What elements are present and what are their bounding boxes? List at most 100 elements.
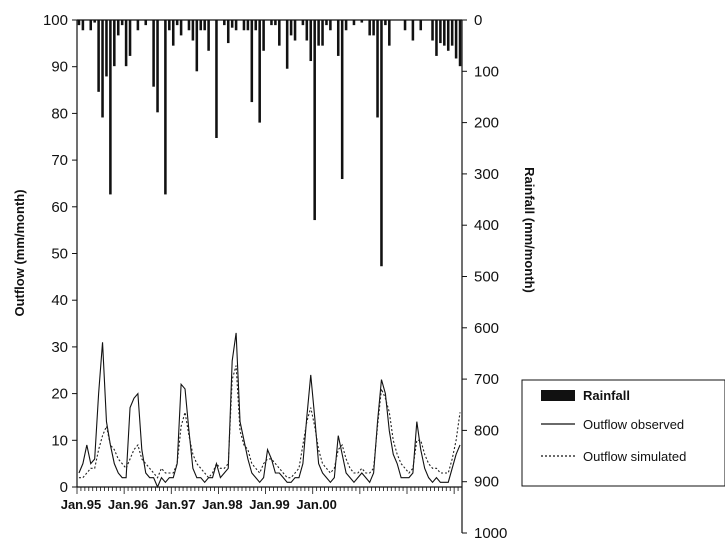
rainfall-bar	[171, 20, 175, 46]
legend: Rainfall Outflow observed Outflow simula…	[521, 379, 725, 487]
rainfall-bar	[419, 20, 423, 31]
left-y-ticks: 0 10 20 30 40 50 60 70 80 90 100	[43, 12, 77, 496]
rainfall-bar	[168, 20, 171, 31]
outflow-observed-line	[78, 332, 461, 489]
left-y-tick-label: 0	[60, 479, 68, 496]
right-y-tick-label: 700	[474, 371, 499, 388]
rainfall-bar	[309, 20, 313, 62]
rainfall-bar	[120, 20, 124, 26]
rainfall-bar	[403, 20, 407, 31]
outflow-simulated-line	[78, 365, 461, 479]
legend-simulated-label: Outflow simulated	[583, 449, 686, 464]
x-tick-label: Jan.99	[249, 497, 289, 512]
x-tick-label: Jan.00	[296, 497, 336, 512]
rainfall-bar	[435, 20, 438, 56]
rainfall-bar	[89, 20, 93, 31]
rainfall-bar	[336, 20, 340, 56]
right-y-tick-label: 300	[474, 166, 499, 183]
rainfall-bar	[352, 20, 356, 26]
x-tick-label: Jan.97	[155, 497, 195, 512]
rainfall-bar	[113, 20, 116, 67]
rainfall-bar	[97, 20, 100, 92]
rainfall-bars	[77, 20, 462, 267]
rainfall-bar	[380, 20, 383, 267]
rainfall-bar	[254, 20, 258, 31]
rainfall-bar	[207, 20, 210, 51]
rainfall-bar	[109, 20, 112, 195]
right-y-tick-label: 900	[474, 474, 499, 491]
left-y-tick-label: 70	[51, 152, 68, 169]
right-y-tick-label: 400	[474, 217, 499, 234]
rainfall-bar	[116, 20, 120, 36]
rainfall-bar	[136, 20, 140, 31]
rainfall-bar	[128, 20, 132, 56]
rainfall-bar	[81, 20, 85, 31]
rainfall-bar	[250, 20, 254, 103]
rainfall-bar	[152, 20, 155, 87]
rainfall-bar	[101, 20, 104, 118]
rainfall-bar	[175, 20, 179, 26]
rainfall-bar	[372, 20, 375, 36]
rainfall-bar	[191, 20, 195, 41]
rainfall-bar	[458, 20, 462, 67]
rainfall-bar	[223, 20, 226, 26]
right-y-tick-label: 1000	[474, 525, 507, 542]
rainfall-bar	[262, 20, 265, 51]
rainfall-bar	[215, 20, 218, 138]
left-y-tick-label: 80	[51, 105, 68, 122]
left-y-tick-label: 10	[51, 432, 68, 449]
left-y-tick-label: 20	[51, 386, 68, 403]
rainfall-bar	[443, 20, 446, 46]
right-y-tick-label: 600	[474, 320, 499, 337]
x-tick-label: Jan.98	[202, 497, 242, 512]
rainfall-bar	[313, 20, 316, 221]
left-y-tick-label: 50	[51, 246, 68, 263]
outflow-lines	[78, 332, 461, 489]
rainfall-bar	[187, 20, 191, 31]
right-y-tick-label: 0	[474, 12, 482, 29]
rainfall-bar	[144, 20, 148, 26]
left-y-tick-label: 40	[51, 292, 68, 309]
rainfall-bar	[156, 20, 159, 113]
rainfall-bar	[278, 20, 281, 46]
rainfall-bar	[246, 20, 250, 31]
rainfall-bar	[289, 20, 293, 36]
legend-rainfall-swatch	[541, 390, 575, 401]
rainfall-bar	[93, 20, 96, 23]
legend-rainfall-label: Rainfall	[583, 388, 630, 403]
left-y-tick-label: 60	[51, 199, 68, 216]
right-y-ticks: 0 100 200 300 400 500 600 700 800 900 1000	[462, 12, 507, 542]
rainfall-bar	[321, 20, 324, 46]
rainfall-bar	[344, 20, 348, 31]
x-tick-label: Jan.95	[61, 497, 101, 512]
rainfall-bar	[317, 20, 320, 46]
rainfall-bar	[164, 20, 167, 195]
x-tick-label: Jan.96	[108, 497, 148, 512]
rainfall-bar	[384, 20, 387, 26]
axes	[76, 19, 463, 533]
rainfall-bar	[446, 20, 450, 51]
right-y-tick-label: 500	[474, 269, 499, 286]
rainfall-bar	[274, 20, 277, 26]
rainfall-bar	[124, 20, 128, 67]
rainfall-bar	[242, 20, 246, 31]
left-y-tick-label: 90	[51, 59, 68, 76]
rainfall-bar	[285, 20, 289, 69]
rainfall-bar	[258, 20, 261, 123]
right-y-axis-title: Rainfall (mm/month)	[522, 167, 537, 293]
rainfall-bar	[179, 20, 183, 36]
rainfall-bar	[301, 20, 305, 26]
rainfall-bar	[105, 20, 108, 77]
left-y-axis-title: Outflow (mm/month)	[12, 189, 27, 316]
right-y-tick-label: 200	[474, 115, 499, 132]
rainfall-bar	[203, 20, 206, 31]
rainfall-bar	[388, 20, 391, 46]
rainfall-bar	[77, 20, 81, 26]
left-y-tick-label: 30	[51, 339, 68, 356]
x-ticks: Jan.95 Jan.96 Jan.97 Jan.98 Jan.99 Jan.00	[61, 487, 463, 512]
left-y-tick-label: 100	[43, 12, 68, 29]
rainfall-bar	[340, 20, 344, 180]
rainfall-bar	[195, 20, 199, 72]
rainfall-bar	[431, 20, 434, 41]
rainfall-bar	[360, 20, 364, 23]
